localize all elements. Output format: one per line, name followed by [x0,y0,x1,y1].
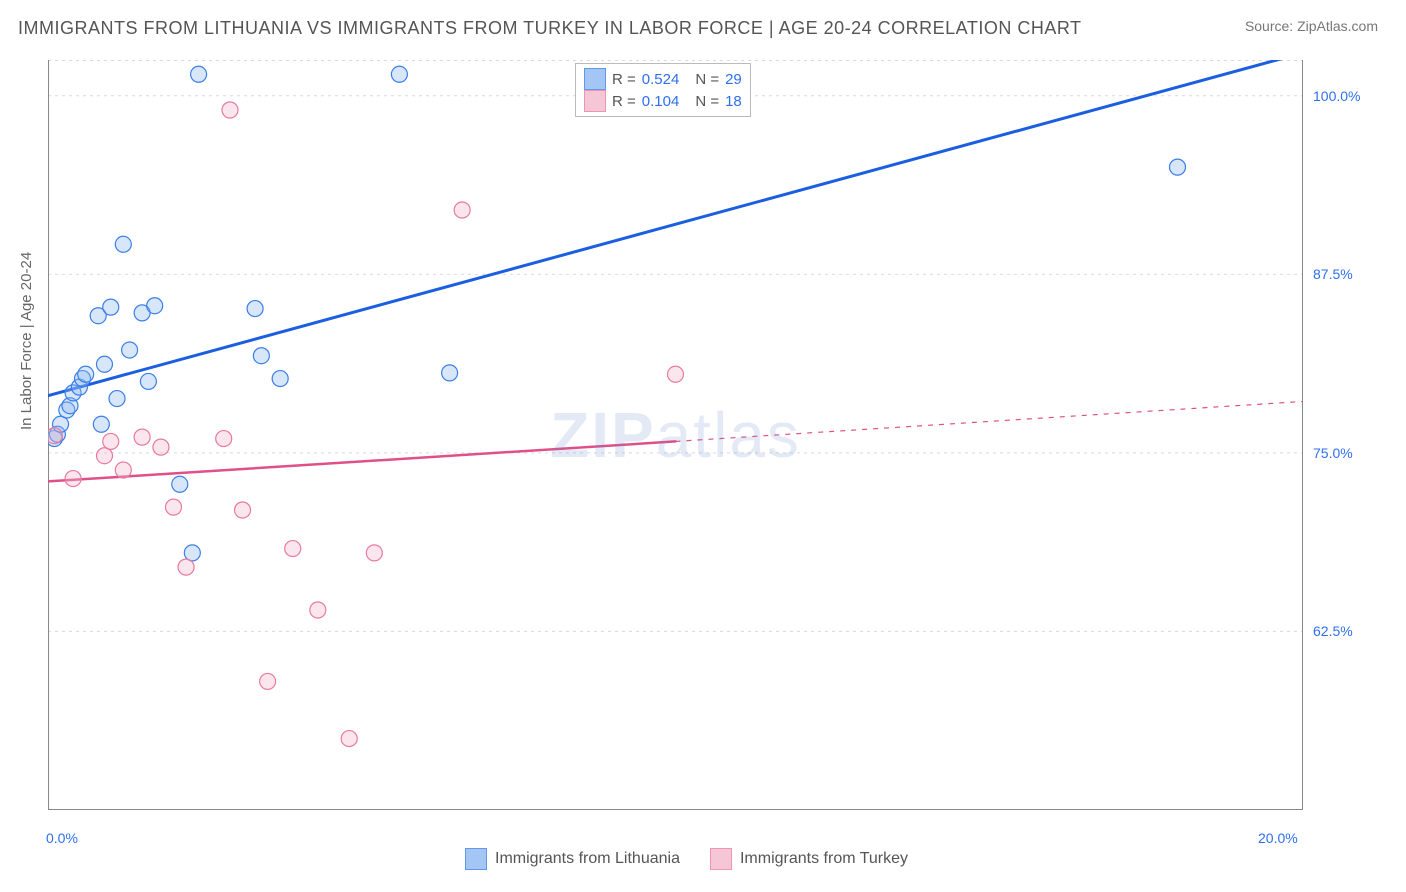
legend-series-name: Immigrants from Turkey [740,850,908,868]
legend-item: Immigrants from Turkey [710,848,908,870]
legend-swatch [584,68,606,90]
legend-n-value: 29 [725,71,742,88]
source-label: Source: ZipAtlas.com [1245,18,1378,34]
legend-series-name: Immigrants from Lithuania [495,850,680,868]
legend-row: R = 0.104 N = 18 [584,90,742,112]
correlation-legend: R = 0.524 N = 29 R = 0.104 N = 18 [575,63,751,117]
x-tick-label: 20.0% [1258,830,1298,846]
legend-r-value: 0.104 [642,93,680,110]
y-tick-label: 100.0% [1313,88,1360,104]
chart-area: ZIPatlas [48,60,1303,810]
legend-swatch [710,848,732,870]
scatter-plot-svg [48,60,1303,810]
legend-n-label: N = [695,71,719,88]
legend-row: R = 0.524 N = 29 [584,68,742,90]
series-legend: Immigrants from Lithuania Immigrants from… [465,848,908,870]
x-tick-label: 0.0% [46,830,78,846]
legend-r-value: 0.524 [642,71,680,88]
legend-swatch [584,90,606,112]
legend-n-value: 18 [725,93,742,110]
legend-n-label: N = [695,93,719,110]
y-tick-label: 62.5% [1313,623,1353,639]
legend-swatch [465,848,487,870]
chart-title: IMMIGRANTS FROM LITHUANIA VS IMMIGRANTS … [18,18,1082,39]
y-axis-label: In Labor Force | Age 20-24 [18,252,35,430]
legend-r-label: R = [612,71,636,88]
y-tick-label: 87.5% [1313,266,1353,282]
y-tick-label: 75.0% [1313,445,1353,461]
legend-r-label: R = [612,93,636,110]
legend-item: Immigrants from Lithuania [465,848,680,870]
